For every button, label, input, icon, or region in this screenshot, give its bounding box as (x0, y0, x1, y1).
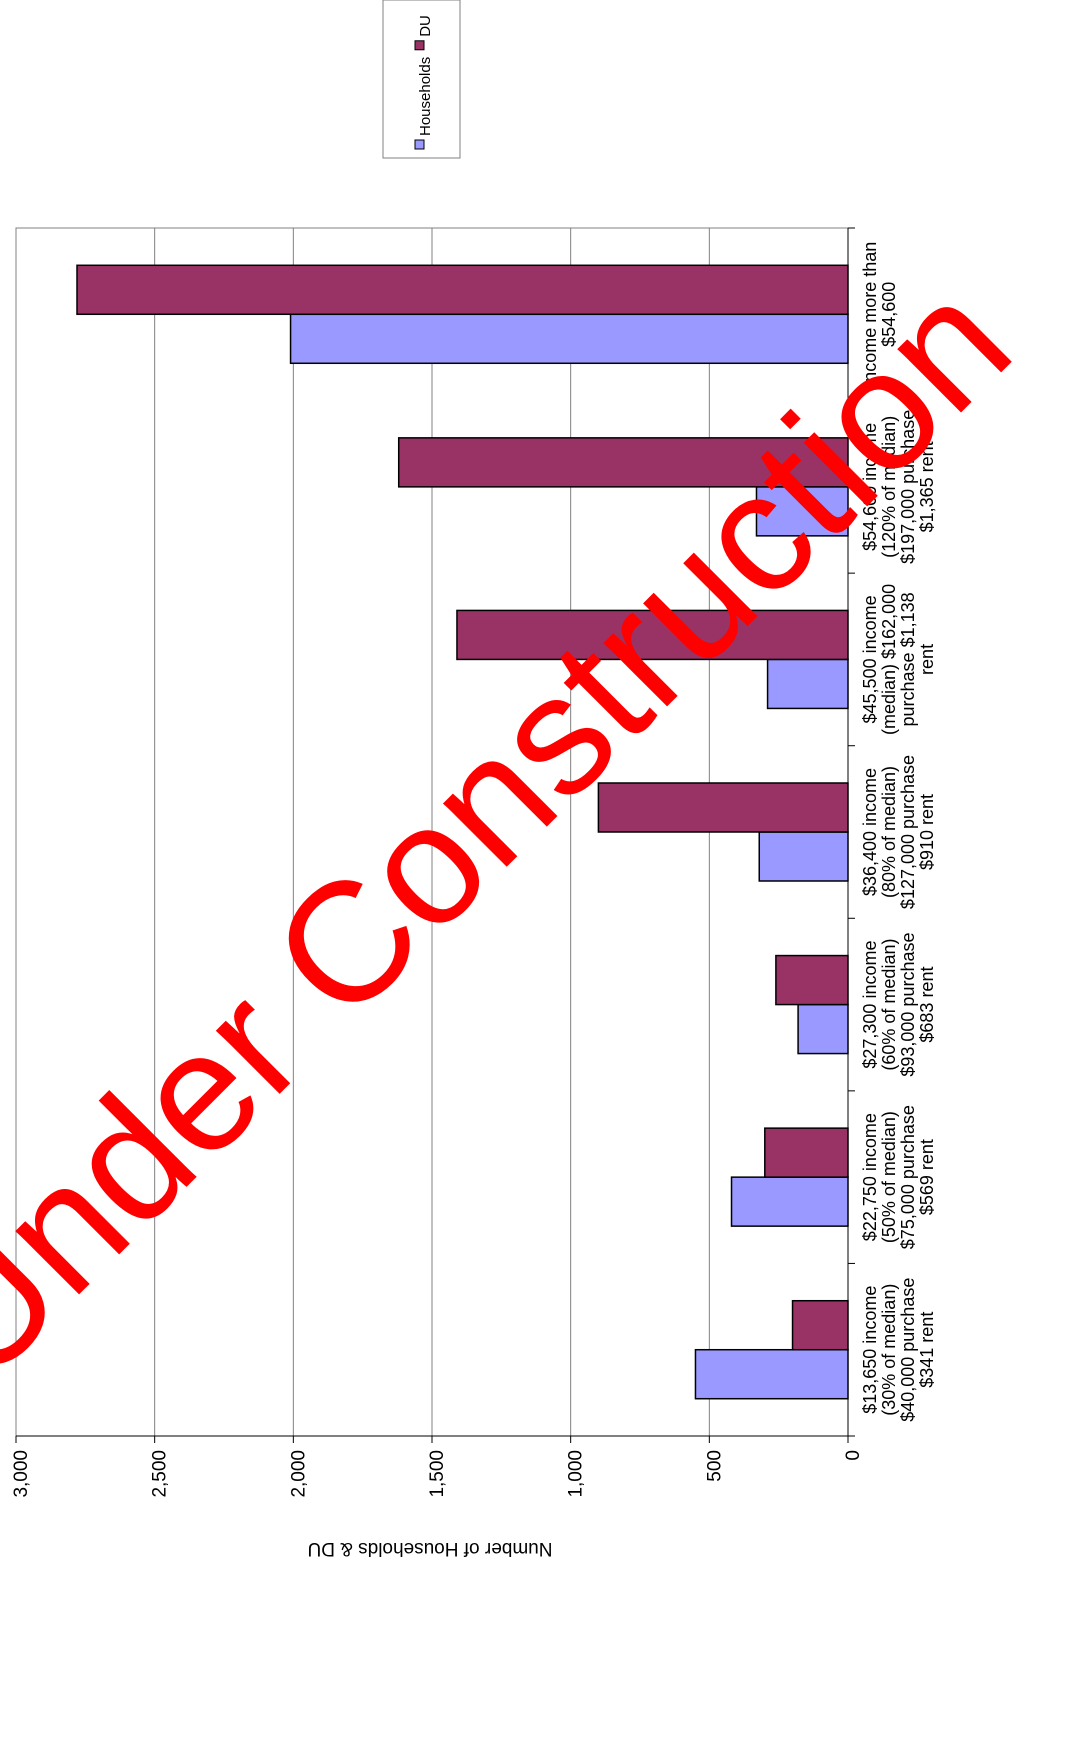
x-tick-label: $22,750 income(50% of median)$75,000 pur… (860, 1105, 937, 1249)
y-tick-label: 2,000 (288, 1450, 309, 1498)
bar (730, 1176, 849, 1227)
x-tick-label: $13,650 income(30% of median)$40,000 pur… (860, 1278, 937, 1422)
legend (382, 0, 461, 159)
y-tick-label: 1,000 (566, 1450, 587, 1498)
bar (775, 954, 849, 1006)
x-tick-label: $36,400 income(80% of median)$127,000 pu… (860, 755, 937, 909)
x-tick-label: Income more than$54,600 (860, 242, 899, 387)
y-tick-label: 500 (704, 1450, 725, 1482)
y-tick-label: 0 (843, 1450, 864, 1461)
x-tick-label: $54,600 income(120% of median)$197,000 p… (860, 410, 937, 564)
bar (597, 782, 849, 833)
bar (694, 1348, 849, 1400)
bar (289, 313, 849, 365)
x-tick-label: $27,300 income(60% of median)$93,000 pur… (860, 933, 937, 1077)
legend-swatch (414, 40, 425, 51)
bar (758, 831, 849, 882)
bar (76, 264, 849, 316)
y-tick-label: 3,000 (11, 1450, 32, 1498)
legend-label: Households (417, 57, 434, 136)
bar (397, 437, 849, 488)
bar (797, 1003, 849, 1055)
bar (456, 609, 849, 661)
x-tick-label: $45,500 income(median) $162,000purchase … (860, 584, 937, 735)
y-tick-label: 1,500 (427, 1450, 448, 1498)
bar (764, 1127, 849, 1178)
legend-label: DU (417, 15, 434, 37)
legend-swatch (414, 139, 425, 150)
bar (791, 1299, 849, 1351)
axis-title: Number of Households & DU (308, 1538, 553, 1559)
bar (766, 658, 849, 710)
y-tick-label: 2,500 (150, 1450, 171, 1498)
